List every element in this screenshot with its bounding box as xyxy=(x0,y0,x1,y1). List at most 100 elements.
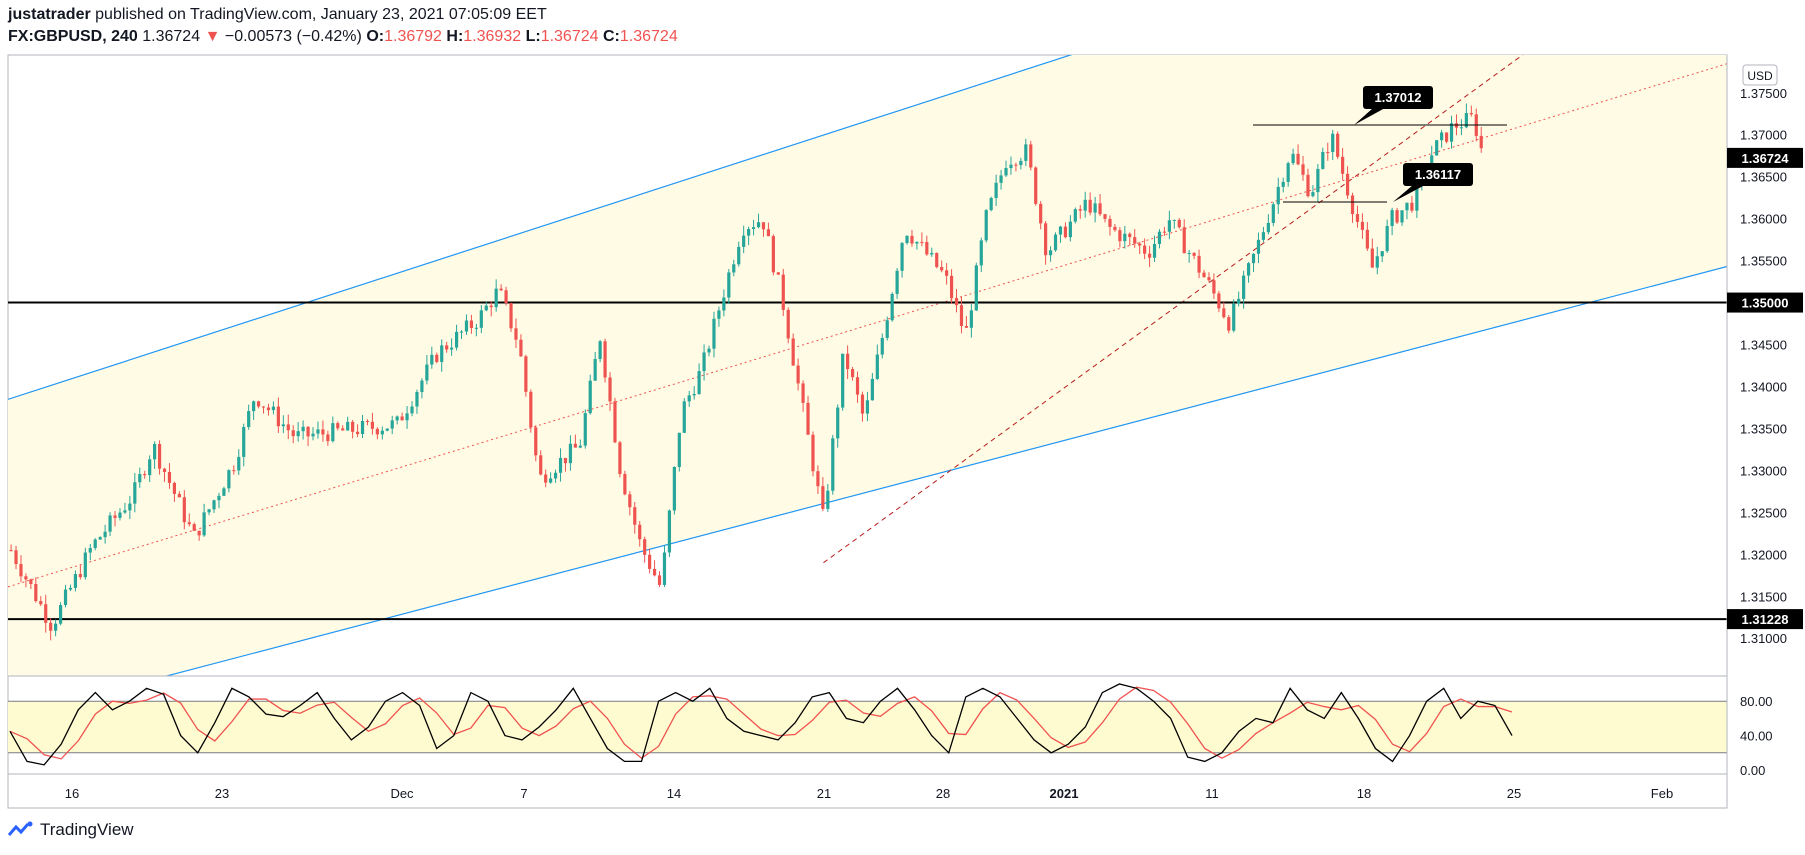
candle-body xyxy=(860,394,865,414)
candle-body xyxy=(727,272,731,298)
candle-body xyxy=(1415,182,1419,211)
time-tick-label: Dec xyxy=(390,786,414,801)
high-value: 1.36932 xyxy=(463,28,522,45)
candle-body xyxy=(103,531,107,538)
candle-body xyxy=(1048,250,1053,256)
candle-body xyxy=(1088,199,1092,213)
candle-body xyxy=(266,407,271,411)
candle-body xyxy=(1113,226,1117,231)
candle-body xyxy=(9,550,13,552)
last-price: 1.36724 xyxy=(142,28,201,45)
candle-body xyxy=(271,406,276,411)
author-name[interactable]: justatrader xyxy=(8,6,91,23)
candle-body xyxy=(1390,210,1394,226)
candle-body xyxy=(1143,245,1147,254)
candle-body xyxy=(405,413,409,421)
change-arrow-icon: ▼ xyxy=(204,28,221,45)
candle-body xyxy=(83,552,87,578)
candle-body xyxy=(598,341,602,360)
candle-body xyxy=(1212,280,1216,294)
channel-fill xyxy=(8,55,1727,676)
candle-body xyxy=(29,579,33,585)
candle-body xyxy=(573,443,577,448)
tradingview-brand[interactable]: TradingView xyxy=(40,820,134,839)
callout-box-0 xyxy=(1363,86,1433,109)
candle-body xyxy=(558,457,563,473)
candle-body xyxy=(1276,186,1280,205)
candle-body xyxy=(172,482,177,494)
candle-body xyxy=(662,552,667,585)
candle-body xyxy=(1291,153,1295,164)
candle-body xyxy=(420,380,424,392)
candle-body xyxy=(1296,153,1300,165)
candle-body xyxy=(1365,229,1369,249)
candle-body xyxy=(44,604,48,623)
candle-body xyxy=(643,539,647,555)
price-tick-label: 1.34500 xyxy=(1740,338,1787,353)
candle-body xyxy=(553,472,558,479)
callout-label-1: 1.36117 xyxy=(1415,167,1461,182)
stochastic-pane[interactable] xyxy=(7,675,1728,775)
candle-body xyxy=(63,589,68,606)
published-text: published on TradingView.com, January 23… xyxy=(95,6,547,23)
candle-body xyxy=(870,378,874,401)
candle-body xyxy=(113,515,117,518)
candle-body xyxy=(1014,164,1018,166)
price-tick-label: 1.32000 xyxy=(1740,547,1787,562)
candle-body xyxy=(1172,219,1176,221)
candle-body xyxy=(519,339,523,357)
candle-body xyxy=(24,576,28,580)
candle-body xyxy=(712,318,716,349)
candle-body xyxy=(702,352,706,372)
callout-box-1 xyxy=(1403,163,1473,186)
candle-body xyxy=(1217,293,1221,309)
candle-body xyxy=(1009,164,1013,169)
currency-label: USD xyxy=(1747,69,1773,83)
candle-body xyxy=(930,253,934,255)
stoch-level-label: 80.00 xyxy=(1740,694,1773,709)
change-value: −0.00573 (−0.42%) xyxy=(224,28,362,45)
high-label: H: xyxy=(446,28,464,45)
candle-body xyxy=(395,416,399,421)
candle-body xyxy=(1197,255,1201,273)
candle-body xyxy=(692,393,696,396)
candle-body xyxy=(657,575,662,585)
candle-body xyxy=(464,320,469,332)
candle-body xyxy=(410,406,414,414)
symbol-label[interactable]: FX:GBPUSD, 240 xyxy=(8,28,138,45)
candle-body xyxy=(281,424,285,427)
candle-body xyxy=(39,601,43,605)
axes: 1.31000 1.31500 1.32000 1.32500 1.33000 1.335… xyxy=(7,55,1803,809)
candle-body xyxy=(1073,209,1077,222)
candle-body xyxy=(286,424,290,431)
candle-body xyxy=(326,434,330,442)
time-tick-label: 7 xyxy=(520,786,527,801)
tradingview-logo-icon[interactable] xyxy=(8,821,34,839)
candle-body xyxy=(1202,272,1206,278)
candle-body xyxy=(93,539,97,549)
candle-body xyxy=(603,341,607,378)
time-tick-label: 28 xyxy=(936,786,950,801)
time-tick-label: 11 xyxy=(1205,786,1219,801)
price-pane[interactable]: 1.37012 1.36117 xyxy=(7,0,1728,718)
candle-body xyxy=(895,270,899,294)
candle-body xyxy=(732,264,736,273)
candle-body xyxy=(697,371,701,394)
candle-body xyxy=(1133,237,1137,244)
candle-body xyxy=(806,402,810,435)
candle-body xyxy=(108,515,112,532)
price-tick-label: 1.32500 xyxy=(1740,505,1787,520)
candle-body xyxy=(1083,199,1087,211)
callout-pointer-0 xyxy=(1354,108,1385,125)
candle-body xyxy=(588,380,592,414)
candle-body xyxy=(167,471,172,483)
candle-body xyxy=(301,426,305,432)
candle-body xyxy=(1256,239,1261,254)
stoch-level-label: 40.00 xyxy=(1740,729,1773,744)
price-tick-label: 1.36500 xyxy=(1740,170,1787,185)
candle-body xyxy=(1177,219,1181,228)
candle-body xyxy=(1350,195,1355,215)
price-tick-label: 1.37000 xyxy=(1740,128,1787,143)
support-trendline xyxy=(823,55,1524,564)
